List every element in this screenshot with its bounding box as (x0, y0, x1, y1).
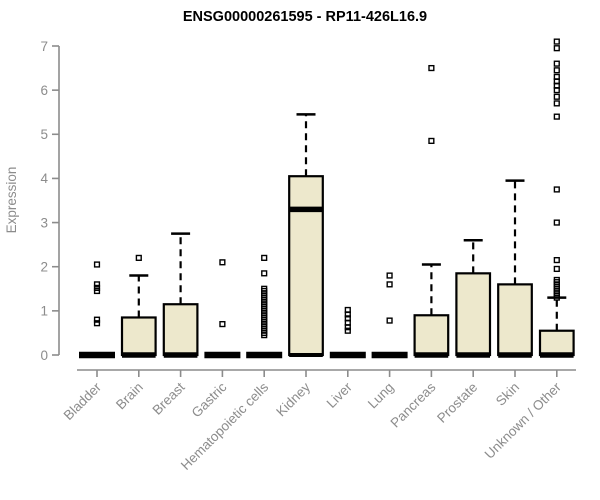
x-category-label: Brain (113, 380, 146, 413)
box-gastric (204, 259, 241, 359)
box-prostate (455, 238, 492, 358)
outlier-point (553, 256, 560, 264)
outlier-point (553, 276, 560, 284)
outlier-point (93, 281, 101, 288)
outlier-point (344, 327, 351, 334)
outlier-point (553, 38, 560, 45)
outlier-point (135, 254, 142, 261)
x-category-label: Pancreas (388, 379, 439, 430)
outlier-point (553, 265, 560, 273)
outlier-point (219, 321, 226, 328)
y-tick-label: 5 (40, 127, 48, 142)
outlier-point (344, 306, 351, 314)
x-category-label: Skin (493, 380, 522, 409)
y-tick-label: 2 (40, 260, 48, 275)
outlier-point (386, 281, 393, 288)
outlier-point (386, 317, 393, 324)
x-category-label: Bladder (61, 379, 105, 423)
outlier-point (219, 259, 226, 266)
outlier-point (261, 285, 268, 292)
outlier-point (553, 45, 560, 52)
outlier-point (553, 93, 560, 100)
outlier-point (553, 100, 560, 107)
box-breast (162, 232, 199, 358)
outlier-point (93, 284, 101, 292)
x-category-label: Unknown / Other (482, 379, 565, 462)
x-category-label: Prostate (434, 380, 480, 426)
y-tick-label: 3 (40, 215, 48, 230)
y-tick-label: 0 (40, 348, 48, 363)
box-bladder (79, 261, 115, 359)
outlier-point (428, 137, 435, 145)
outlier-point (553, 60, 560, 67)
outlier-point (553, 113, 560, 120)
box-brain (120, 254, 157, 358)
box-unknown-other (538, 38, 575, 358)
box-skin (497, 179, 533, 358)
y-tick-label: 4 (40, 171, 48, 186)
box-kidney (288, 113, 324, 357)
box-hematopoietic-cells (246, 254, 283, 359)
outlier-point (93, 320, 101, 327)
chart-title: ENSG00000261595 - RP11-426L16.9 (183, 9, 427, 25)
y-tick-label: 6 (40, 83, 48, 98)
outlier-point (344, 315, 351, 322)
outlier-point (93, 261, 101, 268)
box-lung (371, 272, 408, 359)
y-tick-label: 1 (40, 304, 48, 319)
x-category-label: Breast (150, 379, 188, 417)
outlier-point (553, 67, 560, 74)
x-category-label: Kidney (273, 379, 313, 419)
y-axis-label: Expression (4, 167, 19, 234)
x-category-label: Gastric (189, 379, 230, 420)
outlier-point (553, 73, 560, 81)
x-category-label: Liver (324, 379, 356, 411)
outlier-point (261, 270, 268, 277)
outlier-point (553, 219, 560, 226)
outlier-point (553, 186, 560, 193)
x-category-label: Lung (365, 380, 397, 412)
outlier-point (428, 64, 435, 72)
outlier-point (93, 316, 101, 323)
y-tick-label: 7 (40, 39, 48, 54)
box-liver (329, 306, 366, 359)
y-axis: 0 1 2 3 4 5 6 7 (40, 39, 60, 363)
boxes-layer (79, 38, 575, 359)
outlier-point (386, 272, 393, 279)
box-pancreas (413, 64, 450, 358)
outlier-point (261, 254, 268, 261)
